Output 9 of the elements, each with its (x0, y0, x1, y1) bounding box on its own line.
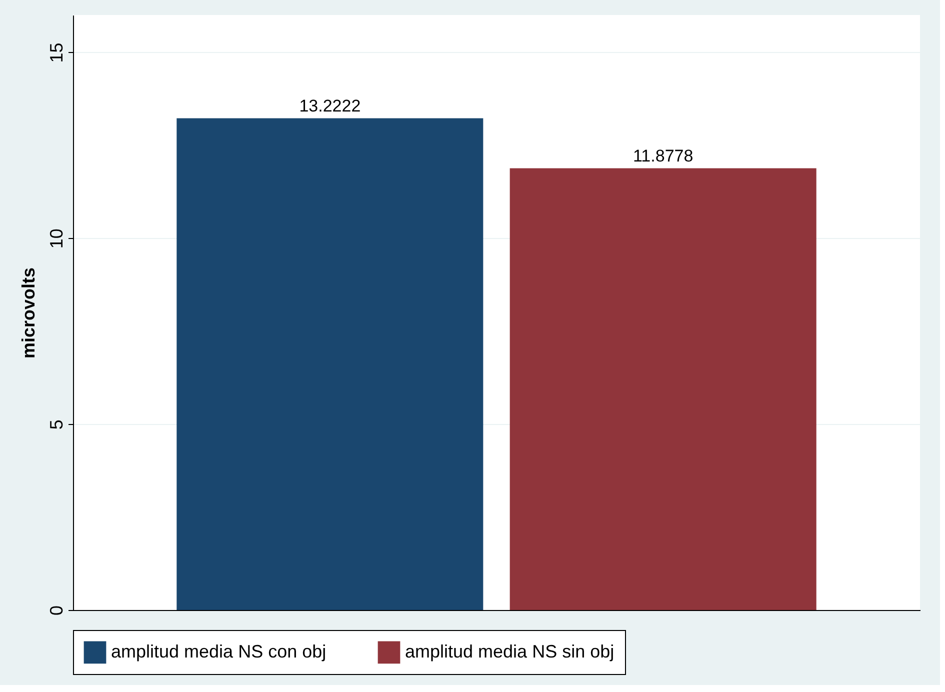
y-tick-label: 10 (46, 228, 66, 249)
data-label: 11.8778 (632, 146, 694, 166)
data-label: 13.2222 (299, 96, 361, 116)
y-axis-title: microvolts (18, 267, 38, 359)
y-tick-label: 0 (46, 605, 66, 616)
y-tick-label: 5 (46, 420, 66, 430)
legend-label: amplitud media NS con obj (111, 641, 326, 662)
legend-label: amplitud media NS sin obj (405, 641, 614, 662)
y-tick-label: 15 (46, 42, 66, 63)
